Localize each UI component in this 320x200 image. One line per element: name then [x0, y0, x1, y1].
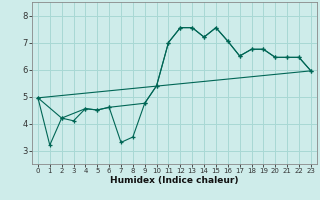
X-axis label: Humidex (Indice chaleur): Humidex (Indice chaleur): [110, 176, 239, 185]
